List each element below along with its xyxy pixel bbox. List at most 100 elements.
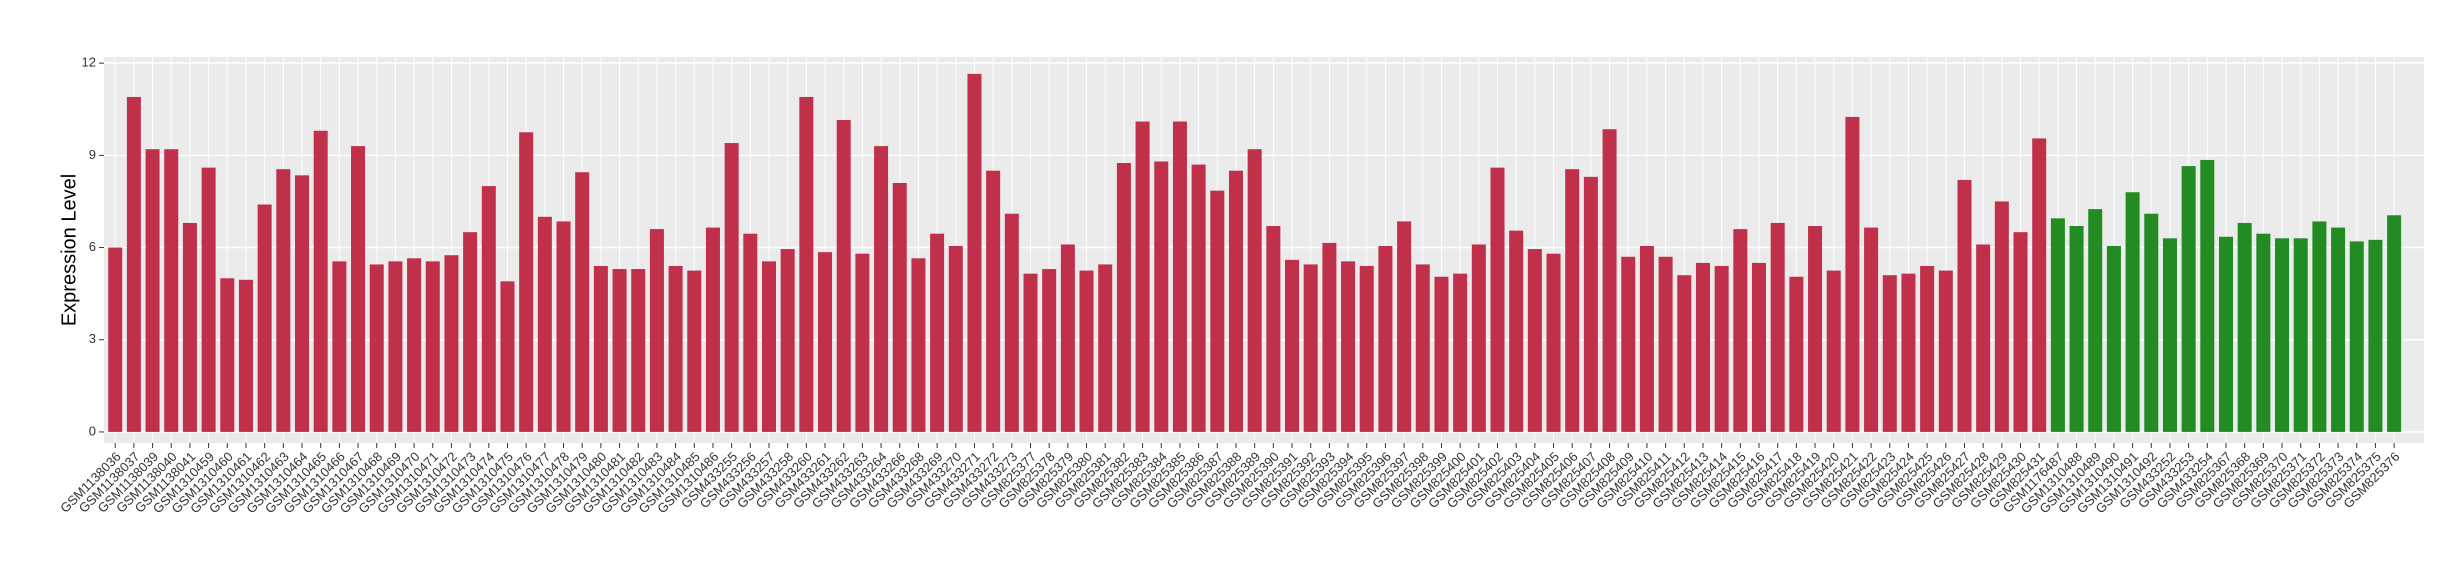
bar — [1546, 253, 1561, 432]
bar — [2256, 233, 2271, 432]
bar — [1901, 273, 1916, 432]
bar — [1639, 246, 1654, 432]
bar — [1098, 264, 1113, 432]
bar — [2050, 218, 2065, 432]
bar — [220, 278, 235, 432]
bar — [967, 73, 982, 432]
bar — [2275, 238, 2290, 432]
bar — [351, 146, 366, 432]
bar — [1471, 244, 1486, 432]
bar — [1714, 265, 1729, 432]
bar — [818, 252, 833, 432]
bar — [313, 130, 328, 432]
bar — [1583, 176, 1598, 432]
bar — [164, 149, 179, 432]
bar — [687, 270, 702, 432]
y-tick-label: 3 — [89, 331, 96, 346]
bar — [1191, 164, 1206, 432]
bar — [1378, 246, 1393, 432]
bar — [1789, 276, 1804, 432]
bar — [238, 279, 253, 432]
bar — [2349, 241, 2364, 432]
bar — [1938, 270, 1953, 432]
bar — [519, 132, 534, 432]
bar — [1976, 244, 1991, 432]
bar — [930, 233, 945, 432]
bar — [1658, 256, 1673, 432]
bar — [1247, 149, 1262, 432]
bar — [1994, 201, 2009, 432]
y-tick-label: 12 — [82, 55, 96, 70]
bar — [1864, 227, 1879, 432]
bar — [1808, 226, 1823, 432]
bar — [1565, 169, 1580, 432]
bar — [743, 233, 758, 432]
bar — [2218, 236, 2234, 432]
bar — [1845, 116, 1860, 432]
bar — [1116, 163, 1131, 432]
bar — [2181, 166, 2196, 432]
y-tick-label: 0 — [89, 423, 96, 438]
bar — [1023, 273, 1038, 432]
bar — [1079, 270, 1094, 432]
bar — [2368, 239, 2383, 432]
bar — [481, 186, 496, 432]
bar — [2032, 138, 2047, 432]
bar — [2200, 159, 2215, 432]
bar — [1135, 121, 1150, 432]
bar — [1490, 167, 1505, 432]
bar — [1752, 262, 1767, 432]
bar — [1322, 242, 1337, 432]
y-axis-title: Expression Level — [58, 174, 80, 326]
bar — [1004, 213, 1019, 432]
bar — [2237, 222, 2252, 432]
bar — [1359, 265, 1374, 432]
bar — [537, 216, 552, 432]
bar — [705, 227, 720, 432]
y-tick-label: 6 — [89, 239, 96, 254]
bar — [836, 120, 851, 432]
bar — [892, 183, 907, 432]
bar — [332, 261, 347, 432]
bar — [257, 204, 272, 432]
bar — [1527, 249, 1542, 432]
bar — [2125, 192, 2140, 432]
bar — [1060, 244, 1075, 432]
bar — [1228, 170, 1243, 432]
bar — [948, 246, 963, 432]
bar — [1733, 229, 1748, 432]
bar — [1266, 226, 1281, 432]
bar — [593, 265, 608, 432]
bar — [874, 146, 889, 432]
bar — [2162, 238, 2177, 432]
bar — [1920, 265, 1935, 432]
bar — [1285, 259, 1300, 432]
bar — [369, 264, 384, 432]
bar — [612, 269, 627, 432]
bar — [444, 255, 459, 432]
bar — [1621, 256, 1636, 432]
bar — [2331, 227, 2346, 432]
bar — [1042, 269, 1057, 432]
bar — [294, 175, 310, 432]
bar — [1602, 129, 1617, 432]
y-tick-label: 9 — [89, 147, 96, 162]
bar — [1770, 222, 1785, 432]
bar — [2088, 209, 2103, 432]
bar — [1677, 275, 1692, 432]
bar — [855, 253, 870, 432]
bar — [1453, 273, 1468, 432]
bar — [1415, 264, 1430, 432]
bar — [182, 222, 197, 432]
bar — [986, 170, 1001, 432]
bar — [1826, 270, 1841, 432]
bar — [1341, 261, 1356, 432]
bar — [575, 172, 590, 432]
bar — [1154, 161, 1169, 432]
bar — [276, 169, 291, 432]
bar — [2144, 213, 2159, 432]
bar — [463, 232, 478, 432]
bar — [668, 265, 683, 432]
bar — [1303, 264, 1318, 432]
